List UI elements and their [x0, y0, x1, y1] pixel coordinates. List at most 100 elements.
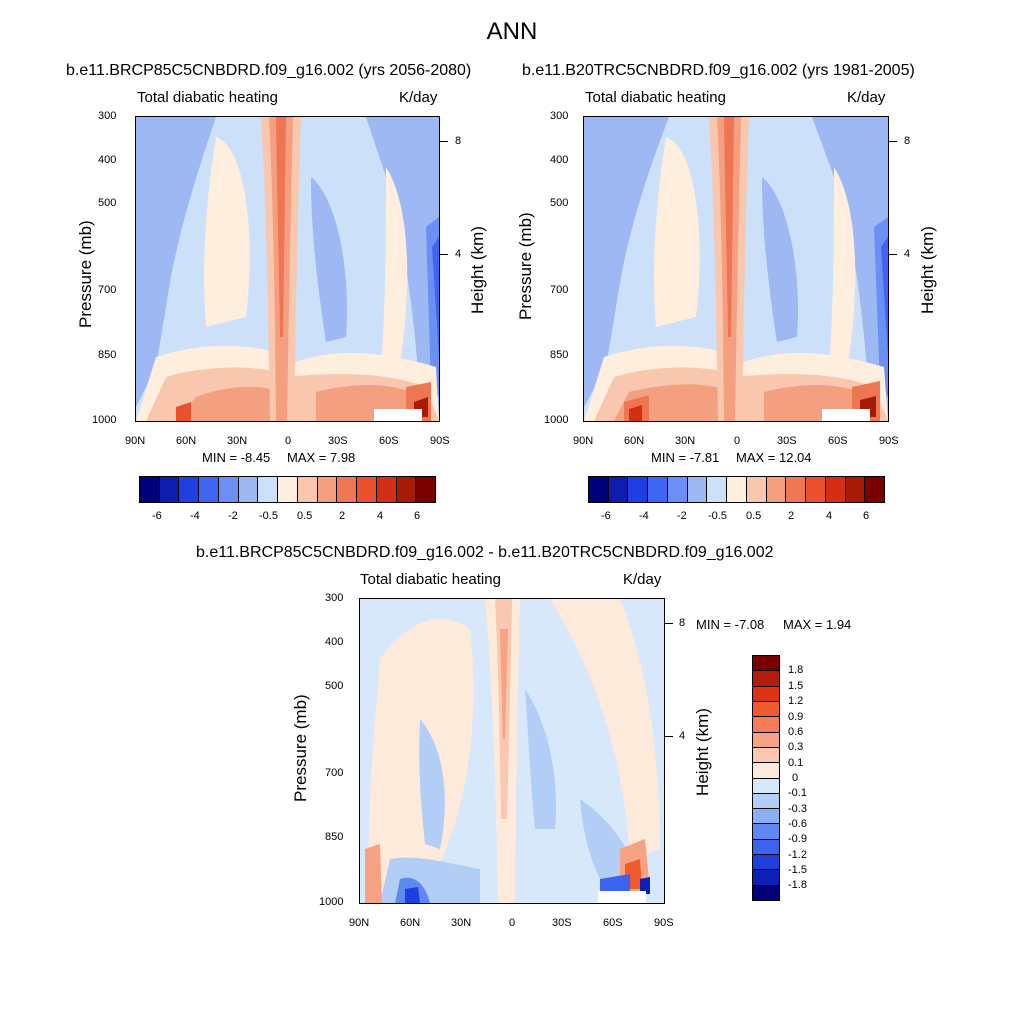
colorbar-swatch [179, 477, 200, 502]
lat-tick: 0 [509, 917, 516, 929]
pressure-tick: 700 [550, 284, 569, 296]
colorbar-swatch [589, 477, 609, 502]
lat-tick: 30S [552, 917, 572, 929]
panel1-title: b.e11.BRCP85C5CNBDRD.f09_g16.002 (yrs 20… [66, 62, 472, 79]
pressure-tick: 850 [325, 831, 344, 843]
lat-tick: 90S [430, 435, 450, 447]
colorbar-label: 4 [826, 510, 833, 522]
colorbar-label: -1.8 [788, 879, 807, 891]
panel1-ylabel-right: Height (km) [468, 226, 487, 314]
lat-tick: 60N [400, 917, 421, 929]
panel1-min: MIN = -8.45 [202, 450, 271, 465]
colorbar-label: 2 [339, 510, 346, 522]
colorbar-label: -1.2 [788, 849, 807, 861]
pressure-tick: 300 [325, 592, 344, 604]
colorbar-label: -0.9 [788, 833, 807, 845]
lat-tick: 90N [349, 917, 370, 929]
colorbar-swatch [746, 477, 767, 502]
pressure-tick: 500 [550, 197, 569, 209]
lat-tick: 60S [828, 435, 848, 447]
lat-tick: 0 [285, 435, 292, 447]
panel1-colorbar [139, 476, 436, 503]
panel1-ylabel: Pressure (mb) [76, 220, 95, 328]
panel3-title: b.e11.BRCP85C5CNBDRD.f09_g16.002 - b.e11… [196, 544, 774, 561]
height-tickmark [440, 141, 448, 142]
panel1-contour-plot [135, 116, 440, 422]
colorbar-swatch [667, 477, 688, 502]
colorbar-label: -2 [228, 510, 238, 522]
lat-tick: 60N [176, 435, 197, 447]
lat-tick: 30S [777, 435, 797, 447]
lat-tick: 90S [654, 917, 674, 929]
colorbar-label: 1.5 [788, 680, 804, 692]
panel2-units-label: K/day [847, 89, 886, 106]
height-tick: 4 [679, 730, 686, 742]
colorbar-label: 0.5 [297, 510, 313, 522]
colorbar-swatch [753, 839, 779, 856]
lat-tick: 90N [125, 435, 146, 447]
colorbar-label: -2 [677, 510, 687, 522]
lat-tick: 60S [379, 435, 399, 447]
colorbar-swatch [753, 809, 779, 825]
height-tick: 8 [904, 135, 911, 147]
height-tickmark [889, 141, 897, 142]
pressure-tick: 850 [550, 349, 569, 361]
colorbar-swatch [845, 477, 866, 502]
colorbar-swatch [753, 732, 779, 748]
colorbar-label: -0.5 [708, 510, 727, 522]
colorbar-swatch [766, 477, 787, 502]
panel1-units-label: K/day [399, 89, 438, 106]
colorbar-swatch [258, 477, 279, 502]
pressure-tick: 500 [325, 680, 344, 692]
lat-tick: 60S [603, 917, 623, 929]
height-tick: 4 [904, 248, 911, 260]
lat-tick: 0 [734, 435, 741, 447]
colorbar-swatch [199, 477, 219, 502]
colorbar-swatch [753, 686, 779, 702]
colorbar-label: 0.9 [788, 711, 804, 723]
lat-tick: 30N [451, 917, 472, 929]
colorbar-swatch [297, 477, 318, 502]
colorbar-label: 0.1 [788, 757, 804, 769]
colorbar-swatch [753, 656, 779, 672]
colorbar-swatch [806, 477, 826, 502]
colorbar-swatch [707, 477, 728, 502]
pressure-tick: 400 [325, 636, 344, 648]
colorbar-label: -6 [601, 510, 611, 522]
colorbar-swatch [865, 477, 885, 502]
panel3-max: MAX = 1.94 [783, 617, 852, 632]
colorbar-label: 0.6 [788, 726, 804, 738]
colorbar-swatch [825, 477, 846, 502]
panel2-contour-plot [583, 116, 889, 422]
colorbar-swatch [648, 477, 668, 502]
pressure-tick: 300 [550, 110, 569, 122]
colorbar-label: 0 [792, 772, 799, 784]
colorbar-swatch [753, 855, 779, 871]
colorbar-swatch [753, 778, 779, 794]
colorbar-label: 6 [863, 510, 870, 522]
height-tick: 4 [455, 248, 462, 260]
colorbar-swatch [628, 477, 649, 502]
pressure-tick: 300 [98, 110, 117, 122]
colorbar-label: 0.5 [746, 510, 762, 522]
lat-tick: 30N [675, 435, 696, 447]
panel3-colorbar [752, 655, 780, 901]
colorbar-label: -4 [639, 510, 649, 522]
colorbar-swatch [140, 477, 160, 502]
colorbar-label: -0.3 [788, 803, 807, 815]
panel2-colorbar [588, 476, 885, 503]
colorbar-swatch [159, 477, 180, 502]
colorbar-swatch [727, 477, 747, 502]
colorbar-label: -4 [190, 510, 200, 522]
panel3-contour-plot [359, 598, 665, 904]
lat-tick: 30N [227, 435, 248, 447]
pressure-tick: 700 [98, 284, 117, 296]
colorbar-swatch [753, 793, 779, 810]
colorbar-swatch [753, 671, 779, 687]
lat-tick: 60N [624, 435, 645, 447]
colorbar-swatch [337, 477, 358, 502]
main-title: ANN [486, 18, 538, 45]
panel2-ylabel-right: Height (km) [918, 226, 937, 314]
colorbar-swatch [416, 477, 436, 502]
panel2-ylabel: Pressure (mb) [516, 212, 535, 320]
